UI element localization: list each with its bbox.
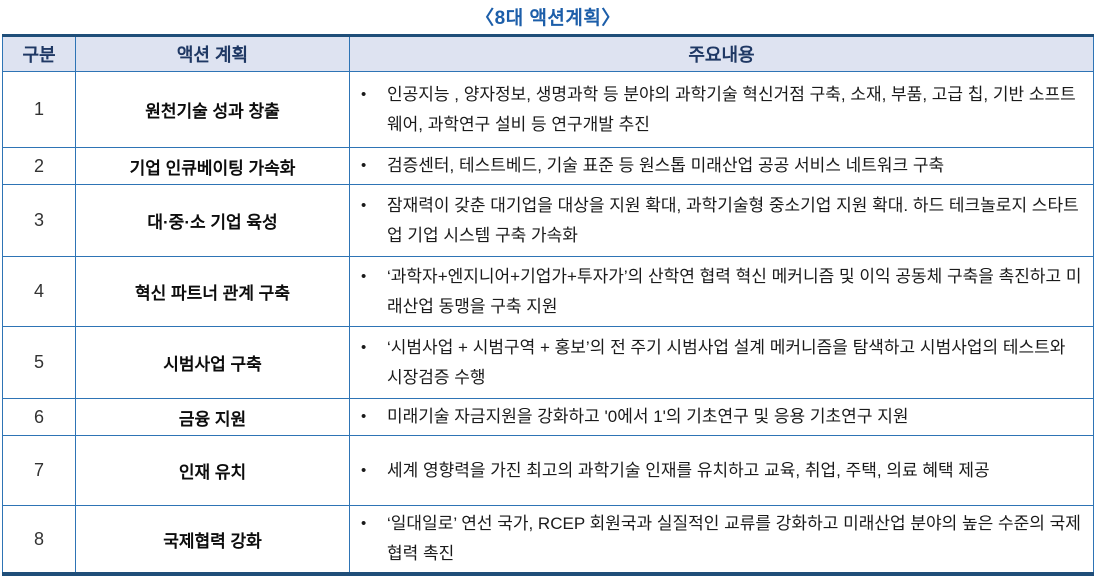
main-content-text: 세계 영향력을 가진 최고의 과학기술 인재를 유치하고 교육, 취업, 주택,… xyxy=(387,460,990,480)
table-row: 2 기업 인큐베이팅 가속화 • 검증센터, 테스트베드, 기술 표준 등 원스… xyxy=(2,147,1094,185)
main-content-cell: • ‘일대일로’ 연선 국가, RCEP 회원국과 실질적인 교류를 강화하고 … xyxy=(349,505,1094,575)
row-number-cell: 6 xyxy=(2,398,76,436)
action-plan-cell: 시범사업 구축 xyxy=(75,326,350,399)
row-number-cell: 1 xyxy=(2,71,76,148)
action-plan-cell: 국제협력 강화 xyxy=(75,505,350,575)
main-content-text: 잠재력이 갖춘 대기업을 대상을 지원 확대, 과학기술형 중소기업 지원 확대… xyxy=(387,195,1079,245)
table-row: 7 인재 유치 • 세계 영향력을 가진 최고의 과학기술 인재를 유치하고 교… xyxy=(2,435,1094,506)
row-number-cell: 5 xyxy=(2,326,76,399)
main-content-cell: • 인공지능 , 양자정보, 생명과학 등 분야의 과학기술 혁신거점 구축, … xyxy=(349,71,1094,148)
main-content-text: 인공지능 , 양자정보, 생명과학 등 분야의 과학기술 혁신거점 구축, 소재… xyxy=(387,84,1076,134)
bullet-icon: • xyxy=(361,157,367,174)
table-row: 6 금융 지원 • 미래기술 자금지원을 강화하고 '0에서 1'의 기초연구 … xyxy=(2,398,1094,436)
table-row: 3 대·중·소 기업 육성 • 잠재력이 갖춘 대기업을 대상을 지원 확대, … xyxy=(2,184,1094,257)
table-row: 8 국제협력 강화 • ‘일대일로’ 연선 국가, RCEP 회원국과 실질적인… xyxy=(2,505,1094,575)
main-content-text: 검증센터, 테스트베드, 기술 표준 등 원스톱 미래산업 공공 서비스 네트워… xyxy=(387,156,945,175)
row-number-cell: 3 xyxy=(2,184,76,257)
action-plan-table: 구분 액션 계획 주요내용 1 원천기술 성과 창출 • 인공지능 , 양자정보… xyxy=(2,34,1094,576)
column-header-plan: 액션 계획 xyxy=(75,35,350,72)
table-body: 1 원천기술 성과 창출 • 인공지능 , 양자정보, 생명과학 등 분야의 과… xyxy=(2,71,1094,575)
row-number-cell: 7 xyxy=(2,435,76,506)
main-content-cell: • 잠재력이 갖춘 대기업을 대상을 지원 확대, 과학기술형 중소기업 지원 … xyxy=(349,184,1094,257)
bullet-icon: • xyxy=(361,515,367,532)
column-header-no: 구분 xyxy=(2,35,76,72)
table-header-row: 구분 액션 계획 주요내용 xyxy=(2,35,1094,72)
main-content-text: ‘과학자+엔지니어+기업가+투자가’의 산학연 협력 혁신 메커니즘 및 이익 … xyxy=(387,266,1082,316)
column-header-content: 주요내용 xyxy=(349,35,1094,72)
main-content-text: ‘시범사업 + 시범구역 + 홍보’의 전 주기 시범사업 설계 메커니즘을 탐… xyxy=(387,337,1066,387)
main-content-cell: • 검증센터, 테스트베드, 기술 표준 등 원스톱 미래산업 공공 서비스 네… xyxy=(349,147,1094,185)
action-plan-cell: 혁신 파트너 관계 구축 xyxy=(75,256,350,327)
table-row: 5 시범사업 구축 • ‘시범사업 + 시범구역 + 홍보’의 전 주기 시범사… xyxy=(2,326,1094,399)
action-plan-cell: 기업 인큐베이팅 가속화 xyxy=(75,147,350,185)
page-title: 〈8대 액션계획〉 xyxy=(475,8,621,29)
table-row: 1 원천기술 성과 창출 • 인공지능 , 양자정보, 생명과학 등 분야의 과… xyxy=(2,71,1094,148)
row-number-cell: 4 xyxy=(2,256,76,327)
main-content-text: ‘일대일로’ 연선 국가, RCEP 회원국과 실질적인 교류를 강화하고 미래… xyxy=(387,514,1081,563)
action-plan-cell: 인재 유치 xyxy=(75,435,350,506)
row-number-cell: 2 xyxy=(2,147,76,185)
main-content-cell: • ‘과학자+엔지니어+기업가+투자가’의 산학연 협력 혁신 메커니즘 및 이… xyxy=(349,256,1094,327)
bullet-icon: • xyxy=(361,338,367,356)
main-content-text: 미래기술 자금지원을 강화하고 '0에서 1'의 기초연구 및 응용 기초연구 … xyxy=(387,407,909,426)
main-content-cell: • 세계 영향력을 가진 최고의 과학기술 인재를 유치하고 교육, 취업, 주… xyxy=(349,435,1094,506)
row-number-cell: 8 xyxy=(2,505,76,575)
action-plan-cell: 원천기술 성과 창출 xyxy=(75,71,350,148)
bullet-icon: • xyxy=(361,196,367,214)
bullet-icon: • xyxy=(361,408,367,425)
action-plan-cell: 대·중·소 기업 육성 xyxy=(75,184,350,257)
bullet-icon: • xyxy=(361,267,367,285)
bullet-icon: • xyxy=(361,461,367,479)
bullet-icon: • xyxy=(361,85,367,103)
action-plan-cell: 금융 지원 xyxy=(75,398,350,436)
main-content-cell: • 미래기술 자금지원을 강화하고 '0에서 1'의 기초연구 및 응용 기초연… xyxy=(349,398,1094,436)
table-row: 4 혁신 파트너 관계 구축 • ‘과학자+엔지니어+기업가+투자가’의 산학연… xyxy=(2,256,1094,327)
main-content-cell: • ‘시범사업 + 시범구역 + 홍보’의 전 주기 시범사업 설계 메커니즘을… xyxy=(349,326,1094,399)
